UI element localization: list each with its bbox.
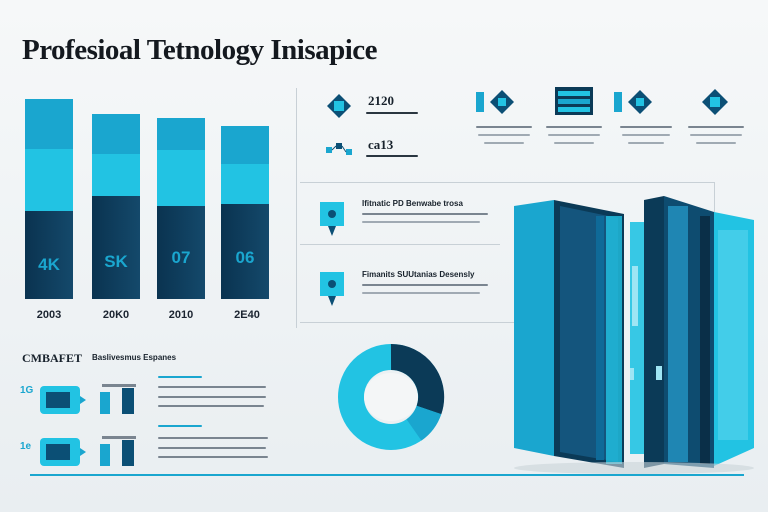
donut-chart [338,343,445,450]
server-icon [554,86,594,118]
bar-value-label: 07 [171,248,191,267]
footer-rule [30,474,744,476]
bar-4: 06 [221,126,269,299]
bar-value-label: 06 [235,248,255,267]
bar-year-label: 2010 [168,309,194,321]
bar-3: 07 [157,118,205,299]
divider [296,88,297,328]
stat-value: 2120 [368,93,394,108]
legend-row-number: 1e [20,441,32,452]
pin-icon [320,202,344,238]
bar-value-label: SK [104,252,128,271]
feature-heading: Ifitnatic PD Benwabe trosa [362,199,463,208]
pin-icon [320,272,344,308]
card-icon [38,436,88,468]
bar-year-label: 2E40 [234,309,260,321]
feature-heading: Fimanits SUUtanias Desensly [362,270,475,279]
bar-icon [98,434,140,468]
server-illustration [514,196,754,474]
card-icon [38,384,88,416]
bar-2: SK [92,114,140,299]
stat-value: ca13 [368,137,394,152]
chip-icon [700,88,730,116]
chip-icon [614,88,658,116]
bar-1: 4K [25,99,73,299]
bar-icon [98,382,140,416]
legend-heading: CMBAFET [22,351,82,365]
page-title: Profesioal Tetnology Inisapice [22,34,378,66]
bar-year-label: 20K0 [102,309,130,321]
chip-icon [476,88,520,116]
chip-icon [326,93,352,119]
bar-year-label: 2003 [36,309,62,321]
legend-subheading: Baslivesmus Espanes [92,353,177,362]
network-icon [324,139,354,161]
legend-row-number: 1G [20,385,34,396]
bar-value-label: 4K [38,255,60,274]
